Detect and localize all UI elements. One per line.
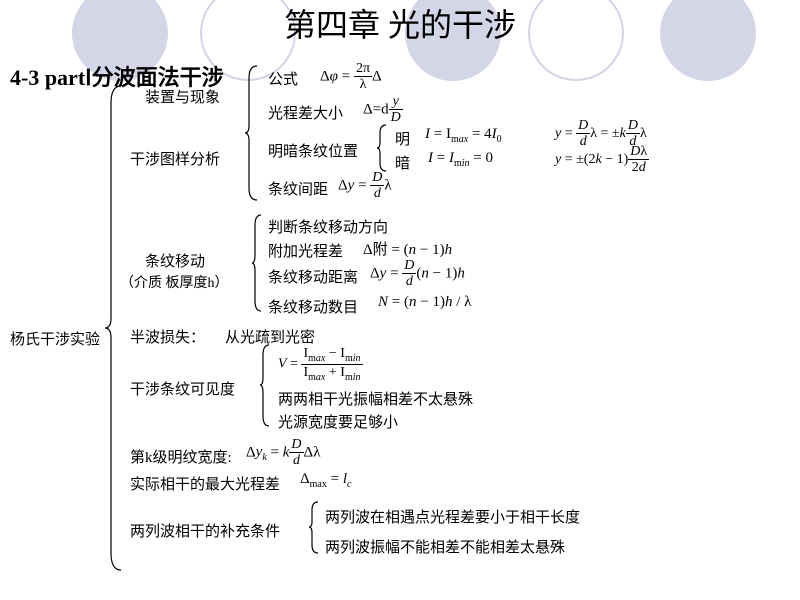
maxopd-label: 实际相干的最大光程差 <box>130 473 280 494</box>
maxopd-formula: Δmax = lc <box>300 471 351 490</box>
imax-formula: I = Imax = 4I0 <box>425 126 502 145</box>
dark-label: 暗 <box>395 152 410 173</box>
shift-distance: 条纹移动距离 <box>268 266 358 287</box>
opd-formula: Δ=dyD <box>363 94 403 126</box>
shift-note: （介质 板厚度h） <box>120 272 229 292</box>
shift-direction: 判断条纹移动方向 <box>268 216 388 237</box>
bright-label: 明 <box>395 128 410 149</box>
shift-brace <box>250 213 264 313</box>
shift-extra-opd: 附加光程差 <box>268 240 343 261</box>
suppl-label: 两列波相干的补充条件 <box>130 520 280 541</box>
pattern-label: 干涉图样分析 <box>130 148 220 169</box>
phase-formula: Δφ = 2πλΔ <box>320 61 382 93</box>
root-brace <box>103 83 125 573</box>
spacing-label: 条纹间距 <box>268 178 328 199</box>
suppl-brace <box>307 500 321 555</box>
visibility-label: 干涉条纹可见度 <box>130 378 235 399</box>
kwidth-label: 第k级明纹宽度: <box>130 446 232 467</box>
halfwave-label: 半波损失： <box>130 326 205 347</box>
shift-dist-formula: Δy = Dd(n − 1)h <box>370 258 465 290</box>
formula-label: 公式 <box>268 68 298 89</box>
extra-opd-formula: Δ附 = (n − 1)h <box>363 238 452 259</box>
shift-count-formula: N = (n − 1)h / λ <box>378 294 471 311</box>
kwidth-formula: Δyk = kDdΔλ <box>246 437 320 469</box>
root-label: 杨氏干涉实验 <box>10 328 100 349</box>
spacing-formula: Δy = Ddλ <box>338 170 392 202</box>
chapter-title: 第四章 光的干涉 <box>0 0 800 46</box>
ydark-formula: y = ±(2k − 1)Dλ2d <box>555 144 649 176</box>
visibility-amp: 两两相干光振幅相差不太悬殊 <box>278 388 473 409</box>
visibility-brace <box>258 343 272 428</box>
fringe-pos-label: 明暗条纹位置 <box>268 140 358 161</box>
pattern-brace <box>243 63 261 203</box>
visibility-formula: V = Imax − IminImax + Imin <box>278 346 363 383</box>
visibility-width: 光源宽度要足够小 <box>278 411 398 432</box>
suppl-a: 两列波在相遇点光程差要小于相干长度 <box>325 506 580 527</box>
shift-label: 条纹移动 <box>145 250 205 271</box>
setup-label: 装置与现象 <box>145 86 220 107</box>
suppl-b: 两列波振幅不能相差不能相差太悬殊 <box>325 536 565 557</box>
imin-formula: I = Imin = 0 <box>428 150 493 169</box>
shift-count: 条纹移动数目 <box>268 296 358 317</box>
brightdark-brace <box>375 123 389 173</box>
opd-label: 光程差大小 <box>268 102 343 123</box>
